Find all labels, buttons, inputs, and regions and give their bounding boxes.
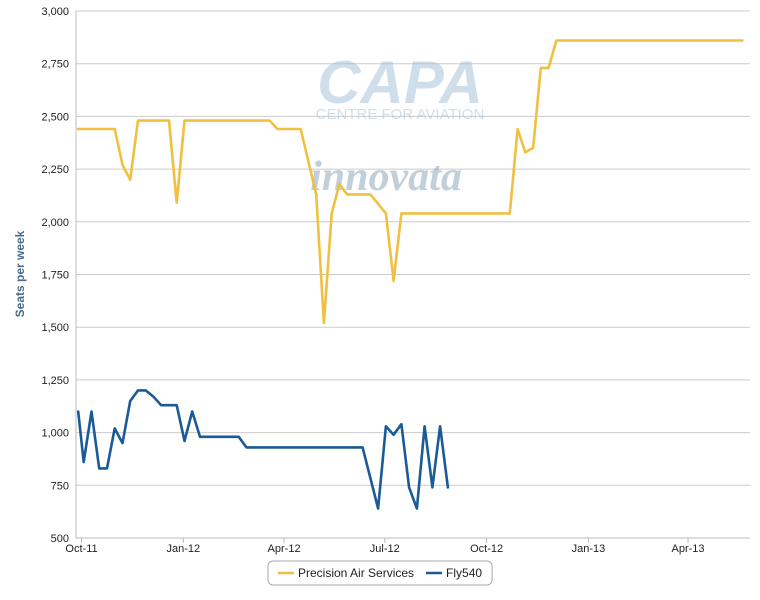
- y-tick-label: 1,500: [41, 322, 69, 334]
- legend-item-fly540[interactable]: Fly540: [426, 566, 482, 580]
- y-axis-label: Seats per week: [13, 230, 27, 317]
- x-tick-label: Apr-12: [268, 543, 301, 555]
- x-tick-label: Apr-13: [672, 543, 705, 555]
- legend[interactable]: Precision Air Services Fly540: [267, 560, 493, 586]
- legend-label: Fly540: [446, 566, 482, 580]
- legend-label: Precision Air Services: [298, 566, 414, 580]
- y-tick-label: 3,000: [41, 6, 69, 18]
- x-tick-label: Jul-12: [370, 543, 400, 555]
- watermark-logo: CAPA: [317, 49, 483, 116]
- x-tick-label: Jan-12: [167, 543, 201, 555]
- x-tick-label: Oct-12: [470, 543, 503, 555]
- series-line-precision-air-services: [76, 39, 744, 325]
- y-tick-label: 2,000: [41, 217, 69, 229]
- watermark: CAPA CENTRE FOR AVIATION innovata: [310, 49, 484, 200]
- x-axis-ticks: Oct-11 Jan-12 Apr-12 Jul-12 Oct-12 Jan-13 Apr-…: [65, 538, 705, 555]
- legend-box: [267, 560, 493, 586]
- legend-item-precision-air-services[interactable]: Precision Air Services: [278, 566, 414, 580]
- y-tick-label: 1,250: [41, 375, 69, 387]
- y-tick-label: 1,750: [41, 270, 69, 282]
- y-tick-label: 2,500: [41, 111, 69, 123]
- watermark-innovata: innovata: [310, 154, 462, 200]
- x-tick-label: Jan-13: [572, 543, 606, 555]
- y-tick-label: 750: [51, 480, 69, 492]
- y-tick-label: 2,750: [41, 59, 69, 71]
- y-axis-ticks: 3,000 2,750 2,500 2,250 2,000 1,750 1,500 1,250…: [41, 6, 69, 545]
- y-tick-label: 1,000: [41, 428, 69, 440]
- axes: [75, 11, 750, 539]
- x-tick-label: Oct-11: [65, 543, 97, 555]
- series-group: [76, 39, 744, 510]
- y-tick-label: 2,250: [41, 164, 69, 176]
- series-line-fly540: [76, 389, 450, 510]
- watermark-subtitle: CENTRE FOR AVIATION: [316, 106, 485, 123]
- y-tick-label: 500: [51, 533, 69, 545]
